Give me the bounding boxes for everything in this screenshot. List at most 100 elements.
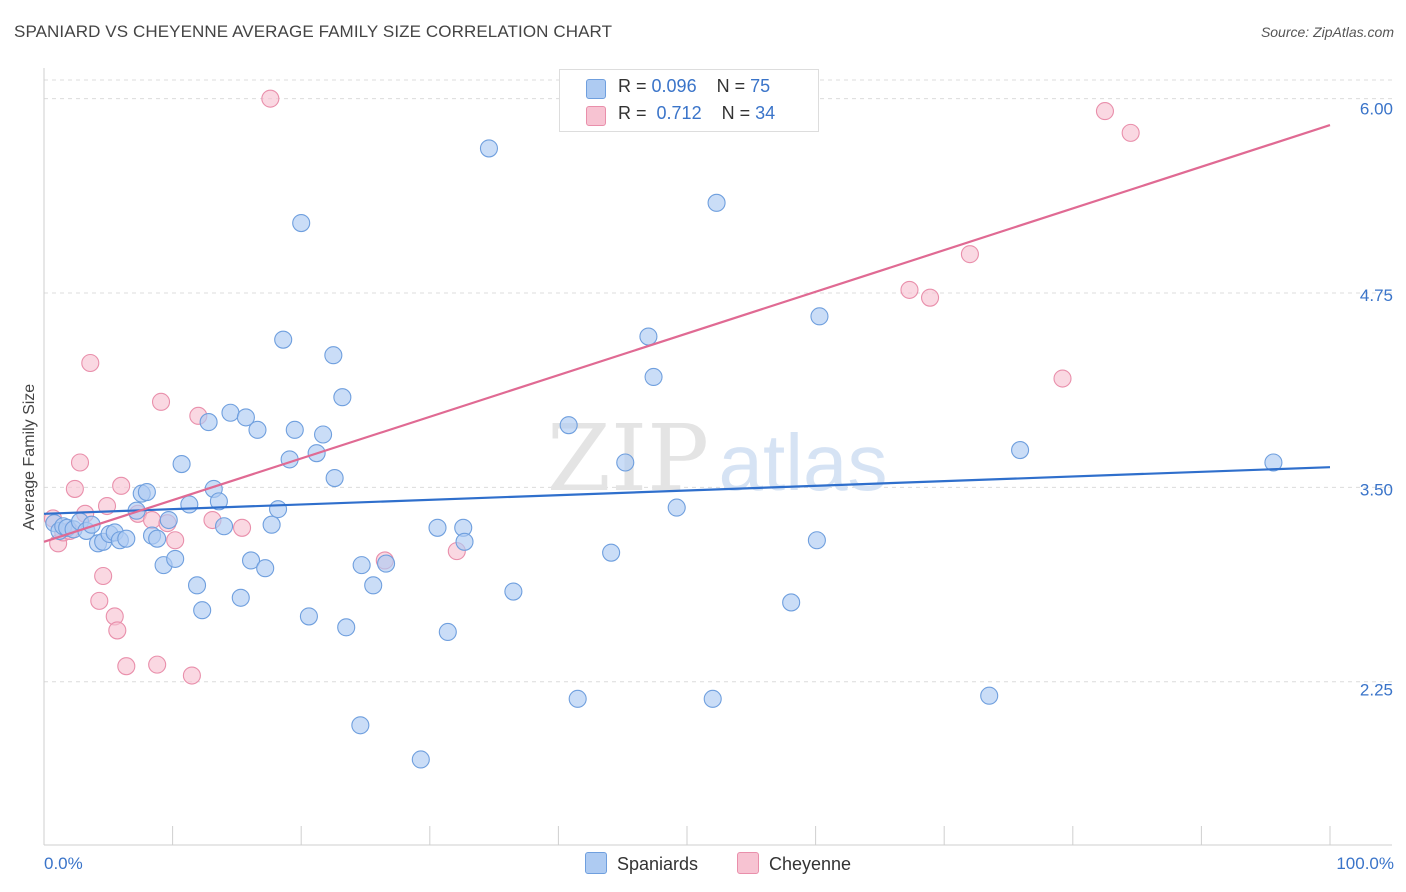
spaniards-point: [256, 559, 275, 578]
cheyenne-points: [43, 89, 1140, 685]
spaniards-point: [559, 416, 578, 435]
r-label: R =: [618, 76, 647, 96]
spaniards-point: [199, 413, 218, 432]
cheyenne-swatch: [737, 852, 759, 874]
cheyenne-point: [70, 453, 90, 472]
cheyenne-point: [232, 518, 252, 537]
spaniards-point: [214, 517, 234, 536]
cheyenne-point: [921, 288, 940, 307]
spaniards-point: [782, 593, 801, 612]
spaniards-point: [262, 515, 281, 534]
spaniards-label: Spaniards: [617, 854, 699, 874]
spaniards-point: [180, 495, 199, 514]
spaniards-point: [807, 531, 826, 550]
cheyenne-point: [142, 510, 162, 530]
stats-legend: R = 0.096 N = 75 R = 0.712 N = 34: [559, 69, 819, 132]
spaniards-point: [428, 518, 447, 537]
spaniards-point: [285, 420, 304, 439]
y-axis-label: Average Family Size: [21, 384, 38, 531]
spaniards-point: [352, 556, 371, 575]
spaniards-point: [333, 388, 352, 407]
spaniards-point: [209, 492, 228, 511]
spaniards-point: [324, 346, 343, 365]
cheyenne-point: [94, 566, 113, 586]
bottom-legend-cheyenne: Cheyenne: [737, 852, 851, 875]
spaniards-point: [411, 750, 430, 769]
spaniards-point: [159, 510, 178, 530]
spaniards-point: [193, 601, 212, 620]
spaniards-point: [568, 689, 587, 708]
spaniards-point: [221, 403, 240, 422]
cheyenne-trend-line: [43, 124, 1331, 543]
cheyenne-point: [90, 591, 109, 610]
spaniards-point: [269, 500, 288, 519]
y-tick-label: 6.00: [1360, 100, 1393, 119]
spaniards-swatch: [586, 79, 606, 99]
n-value: 34: [755, 103, 776, 123]
cheyenne-point: [112, 476, 131, 495]
legend-text-spaniards: R = 0.096 N = 75: [618, 76, 770, 97]
spaniards-point: [248, 420, 267, 439]
cheyenne-point: [81, 353, 100, 373]
spaniards-point: [438, 622, 457, 642]
spaniards-point: [616, 453, 635, 472]
spaniards-point: [241, 551, 261, 570]
spaniards-point: [377, 554, 396, 573]
chart-title: SPANIARD VS CHEYENNE AVERAGE FAMILY SIZE…: [14, 22, 613, 41]
cheyenne-swatch: [586, 106, 606, 126]
legend-text-cheyenne: R = 0.712 N = 34: [618, 103, 775, 124]
spaniards-point: [504, 582, 523, 601]
spaniards-point: [810, 307, 829, 326]
spaniards-point: [299, 607, 318, 626]
spaniards-point: [455, 532, 474, 551]
spaniards-point: [1011, 441, 1030, 460]
cheyenne-point: [166, 531, 185, 550]
spaniards-point: [314, 425, 333, 444]
n-label: N =: [721, 103, 751, 123]
cheyenne-point: [1095, 102, 1114, 121]
n-value: 75: [750, 76, 771, 96]
spaniards-point: [1264, 453, 1283, 472]
spaniards-point: [980, 686, 999, 705]
spaniards-point: [707, 193, 726, 212]
spaniards-point: [644, 367, 663, 387]
spaniards-point: [137, 482, 156, 502]
spaniards-point: [479, 139, 499, 158]
y-tick-labels: 2.25 3.50 4.75 6.00: [1360, 100, 1393, 700]
spaniards-point: [172, 455, 191, 474]
r-label: R =: [618, 103, 647, 123]
spaniards-swatch: [585, 852, 607, 874]
cheyenne-point: [1121, 123, 1140, 142]
watermark-atlas: atlas: [719, 418, 888, 507]
spaniards-point: [667, 498, 686, 517]
spaniards-trend-line: [43, 466, 1331, 515]
spaniards-point: [187, 576, 207, 595]
spaniards-point: [292, 213, 311, 233]
spaniards-point: [236, 408, 255, 427]
cheyenne-point: [117, 657, 136, 676]
cheyenne-point: [1053, 369, 1072, 388]
cheyenne-point: [261, 89, 280, 108]
spaniards-point: [639, 327, 658, 346]
y-tick-label: 2.25: [1360, 681, 1393, 700]
cheyenne-point: [182, 666, 201, 685]
watermark: ZIP atlas: [547, 405, 888, 512]
cheyenne-label: Cheyenne: [769, 854, 852, 874]
cheyenne-point: [960, 245, 979, 264]
spaniards-point: [703, 689, 722, 708]
spaniards-point: [337, 618, 356, 637]
spaniards-point: [166, 549, 185, 568]
spaniards-point: [148, 529, 167, 548]
n-label: N =: [716, 76, 746, 96]
bottom-legend-spaniards: Spaniards: [585, 852, 698, 875]
spaniards-point: [351, 716, 370, 735]
trend-lines: [43, 124, 1331, 543]
y-tick-label: 4.75: [1360, 286, 1393, 305]
spaniards-point: [231, 588, 250, 607]
cheyenne-point: [900, 280, 919, 299]
spaniards-point: [274, 330, 293, 349]
source-credit: Source: ZipAtlas.com: [1260, 24, 1394, 40]
x-ticks: [43, 826, 1331, 845]
cheyenne-point: [151, 392, 171, 411]
